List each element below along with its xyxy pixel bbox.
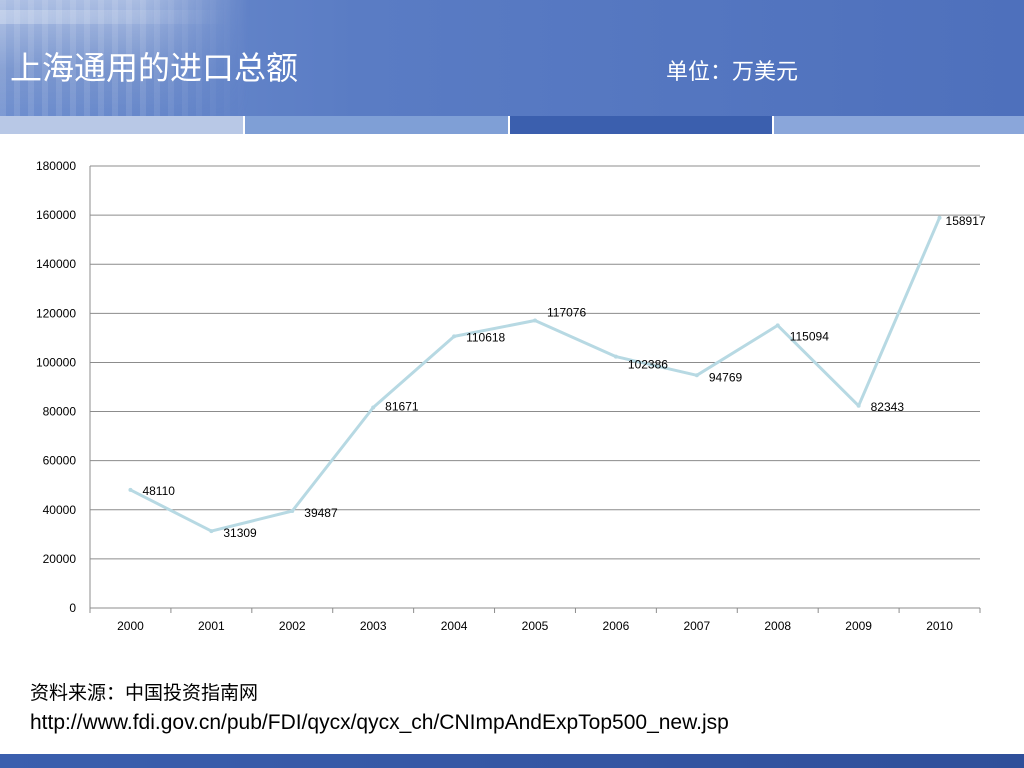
data-point — [452, 334, 457, 339]
data-point — [937, 215, 942, 220]
building-roof-graphic — [0, 10, 230, 24]
y-tick-label: 120000 — [36, 306, 76, 320]
x-tick-label: 2003 — [360, 619, 387, 633]
y-tick-label: 100000 — [36, 355, 76, 369]
slide-title: 上海通用的进口总额 — [10, 49, 299, 87]
series-line — [129, 216, 941, 533]
data-point — [371, 405, 376, 410]
decor-stripe-3 — [510, 116, 772, 134]
header-banner: 上海通用的进口总额 单位：万美元 — [0, 0, 1024, 116]
x-tick-label: 2010 — [926, 619, 953, 633]
x-tick-label: 2004 — [441, 619, 468, 633]
x-tick-label: 2007 — [683, 619, 710, 633]
data-label: 31309 — [223, 526, 257, 540]
data-label: 117076 — [547, 306, 586, 320]
unit-label: 单位：万美元 — [666, 60, 799, 85]
data-label: 102386 — [628, 358, 668, 372]
y-tick-label: 60000 — [43, 454, 77, 468]
source-label: 资料来源：中国投资指南网 — [30, 682, 259, 704]
data-label: 158917 — [946, 214, 986, 228]
data-point — [128, 487, 133, 492]
y-tick-label: 160000 — [36, 208, 76, 222]
x-tick-label: 2008 — [764, 619, 791, 633]
y-tick-label: 80000 — [43, 405, 77, 419]
y-tick-label: 0 — [69, 601, 76, 615]
source-url[interactable]: http://www.fdi.gov.cn/pub/FDI/qycx/qycx_… — [30, 711, 729, 734]
x-tick-label: 2001 — [198, 619, 225, 633]
data-point — [613, 354, 618, 359]
x-tick-label: 2006 — [603, 619, 630, 633]
y-tick-label: 20000 — [43, 552, 77, 566]
x-tick-label: 2009 — [845, 619, 872, 633]
footer-bar — [0, 754, 1024, 768]
data-point — [533, 318, 537, 323]
x-tick-label: 2005 — [522, 619, 549, 633]
data-label: 110618 — [466, 330, 505, 344]
building-photo — [0, 0, 250, 116]
data-label: 115094 — [790, 329, 829, 343]
x-tick-label: 2002 — [279, 619, 306, 633]
data-label: 39487 — [304, 506, 338, 520]
data-label: 82343 — [871, 400, 905, 414]
data-label: 94769 — [709, 370, 743, 384]
data-point — [209, 529, 214, 534]
data-point — [290, 509, 295, 514]
data-point — [775, 323, 780, 328]
data-point — [856, 403, 861, 408]
data-point — [694, 373, 699, 378]
data-label: 81671 — [385, 399, 419, 413]
decor-stripe-4 — [774, 116, 1024, 134]
decor-stripe-2 — [245, 116, 508, 134]
y-tick-label: 40000 — [43, 503, 77, 517]
x-tick-label: 2000 — [117, 619, 144, 633]
decor-stripe-1 — [0, 116, 243, 134]
line-chart: 0 20000 40000 60000 80000 100000 120000 140000 1… — [36, 159, 986, 633]
data-label: 48110 — [142, 484, 175, 498]
y-tick-label: 180000 — [36, 159, 76, 173]
y-tick-label: 140000 — [36, 257, 76, 271]
